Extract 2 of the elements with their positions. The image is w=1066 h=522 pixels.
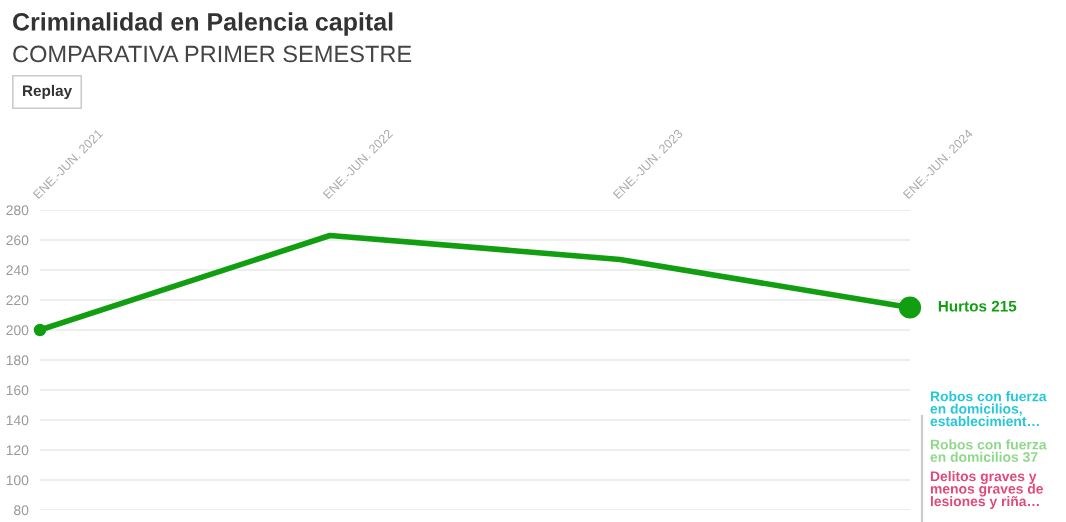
- chart-subtitle: COMPARATIVA PRIMER SEMESTRE: [13, 45, 412, 63]
- chart-title: Criminalidad en Palencia capital: [13, 12, 393, 36]
